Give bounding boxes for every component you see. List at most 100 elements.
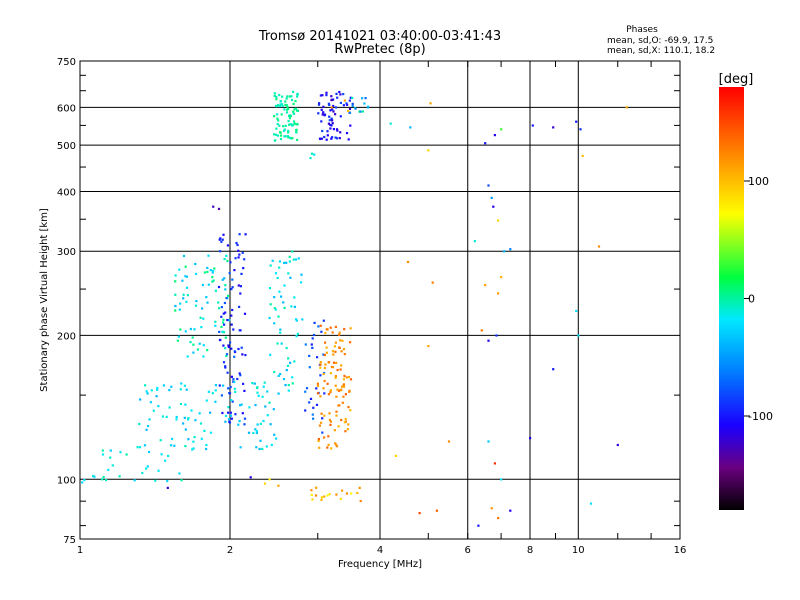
colorbar-gradient <box>719 87 744 510</box>
data-point <box>323 495 326 498</box>
data-point <box>334 384 337 387</box>
data-point <box>320 330 323 333</box>
y-tick-label: 300 <box>57 247 76 258</box>
data-point <box>343 374 346 378</box>
data-point <box>263 482 267 485</box>
data-point <box>207 390 210 393</box>
data-point <box>209 431 212 434</box>
data-point <box>339 93 342 96</box>
data-point <box>317 112 320 115</box>
data-point <box>279 331 282 334</box>
data-point <box>338 404 341 407</box>
data-point <box>316 392 320 395</box>
data-point <box>328 361 331 364</box>
data-point <box>144 384 147 387</box>
data-point <box>253 382 256 385</box>
data-point <box>326 382 329 385</box>
data-point <box>342 104 345 107</box>
data-point <box>284 100 287 103</box>
data-point <box>311 498 314 501</box>
data-point <box>581 154 584 157</box>
data-point <box>324 341 327 344</box>
data-point <box>170 444 173 447</box>
data-point <box>203 429 206 432</box>
data-point <box>324 363 327 366</box>
data-point <box>338 137 341 140</box>
data-point <box>274 139 277 142</box>
data-point <box>276 104 280 107</box>
data-point <box>273 370 276 374</box>
data-point <box>312 417 315 420</box>
data-point <box>332 110 335 113</box>
data-point <box>233 355 236 358</box>
data-point <box>291 376 294 379</box>
data-point <box>280 342 283 345</box>
data-point <box>175 418 178 421</box>
data-point <box>296 93 299 96</box>
data-point <box>287 129 290 132</box>
data-point <box>198 342 201 345</box>
data-point <box>160 453 163 456</box>
data-point <box>196 348 200 351</box>
data-point <box>480 329 483 332</box>
data-point <box>277 484 280 487</box>
data-point <box>234 390 237 393</box>
data-point <box>296 95 299 98</box>
data-point <box>214 320 217 323</box>
data-point <box>157 469 160 472</box>
data-point <box>176 339 179 342</box>
data-point <box>323 436 326 439</box>
data-point <box>278 124 281 127</box>
data-point <box>262 419 265 423</box>
data-point <box>243 417 247 420</box>
data-point <box>252 431 255 435</box>
data-point <box>326 130 329 133</box>
data-point <box>273 296 276 299</box>
data-point <box>224 365 227 368</box>
data-point <box>312 333 316 337</box>
data-point <box>497 219 500 222</box>
data-point <box>276 276 279 280</box>
data-point <box>230 347 233 350</box>
data-point <box>320 496 323 499</box>
data-point <box>133 479 136 482</box>
data-point <box>509 509 512 512</box>
data-point <box>101 478 104 481</box>
y-tick-label: 750 <box>57 57 76 68</box>
data-point <box>342 395 345 398</box>
data-point <box>223 323 226 326</box>
colorbar-tick-label: 0 <box>748 293 755 306</box>
data-point <box>227 406 230 409</box>
data-point <box>309 157 312 160</box>
data-point <box>283 306 286 309</box>
data-point <box>228 319 231 322</box>
data-point <box>296 109 300 112</box>
data-point <box>334 376 337 379</box>
data-point <box>321 431 324 434</box>
data-point <box>283 108 286 111</box>
scatter-points <box>81 90 628 527</box>
data-point <box>351 104 354 107</box>
plot-grid <box>80 61 680 539</box>
data-point <box>575 309 578 313</box>
data-point <box>339 115 342 118</box>
data-point <box>225 354 228 358</box>
data-point <box>323 414 326 417</box>
data-point <box>337 425 340 428</box>
data-point <box>276 134 280 137</box>
data-point <box>280 295 283 298</box>
data-point <box>221 411 224 415</box>
data-point <box>323 366 327 370</box>
data-point <box>222 344 225 347</box>
data-point <box>334 350 337 353</box>
data-point <box>278 105 281 108</box>
data-point <box>320 120 323 123</box>
data-point <box>277 315 280 318</box>
data-point <box>343 353 346 356</box>
data-point <box>242 382 245 385</box>
data-point <box>202 344 205 347</box>
data-point <box>194 262 197 266</box>
data-point <box>312 406 315 409</box>
data-point <box>220 240 223 243</box>
data-point <box>329 123 332 126</box>
